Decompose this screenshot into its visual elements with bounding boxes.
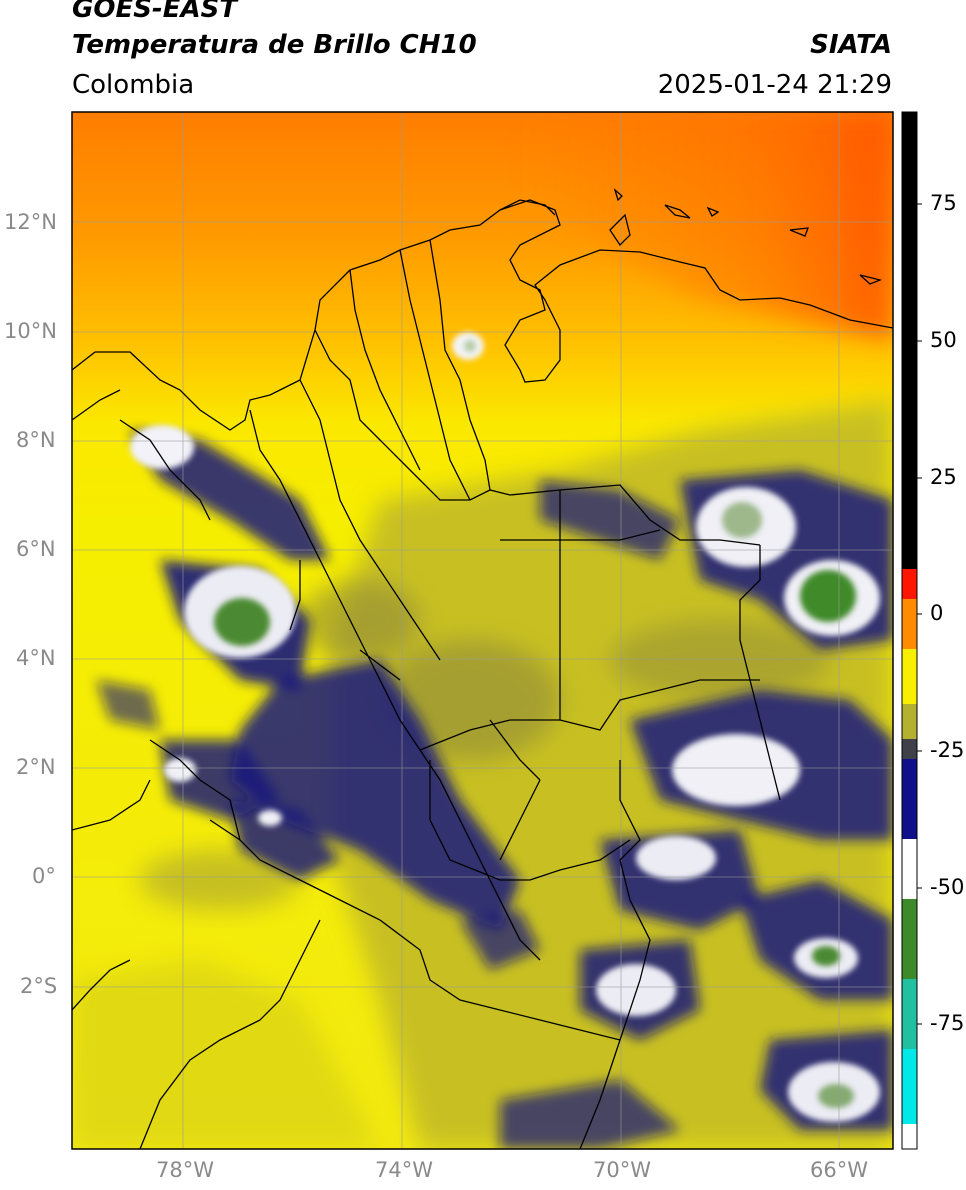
lat-label-2s: 2°S (20, 974, 58, 998)
colorbar-label-minus25: -25 (930, 738, 965, 762)
colorbar-label-0: 0 (930, 601, 944, 625)
lat-label-8n: 8°N (16, 428, 56, 452)
map-frame (71, 111, 894, 1150)
graticule (72, 112, 893, 1149)
satellite-image (72, 112, 893, 1149)
colorbar-label-50: 50 (930, 328, 957, 352)
colorbar (901, 111, 922, 1150)
title-satellite: GOES-EAST (72, 0, 238, 24)
timestamp: 2025-01-24 21:29 (657, 70, 892, 100)
lon-label-78w: 78°W (156, 1158, 214, 1182)
lon-label-70w: 70°W (593, 1158, 651, 1182)
lat-label-2n: 2°N (16, 755, 56, 779)
colorbar-label-minus75: -75 (930, 1011, 965, 1035)
source-brand: SIATA (810, 30, 892, 60)
colorbar-label-75: 75 (930, 191, 957, 215)
lon-label-66w: 66°W (810, 1158, 868, 1182)
lat-label-12n: 12°N (4, 210, 57, 234)
title-region: Colombia (72, 70, 195, 100)
lat-label-6n: 6°N (16, 537, 56, 561)
lat-label-10n: 10°N (4, 319, 57, 343)
political-borders (72, 188, 893, 1149)
colorbar-label-25: 25 (930, 465, 957, 489)
title-product: Temperatura de Brillo CH10 (72, 30, 477, 60)
lat-label-0: 0° (32, 864, 56, 888)
lat-label-4n: 4°N (16, 646, 56, 670)
lon-label-74w: 74°W (375, 1158, 433, 1182)
cloud-coldest-cores (214, 340, 856, 1108)
colorbar-label-minus50: -50 (930, 875, 965, 899)
